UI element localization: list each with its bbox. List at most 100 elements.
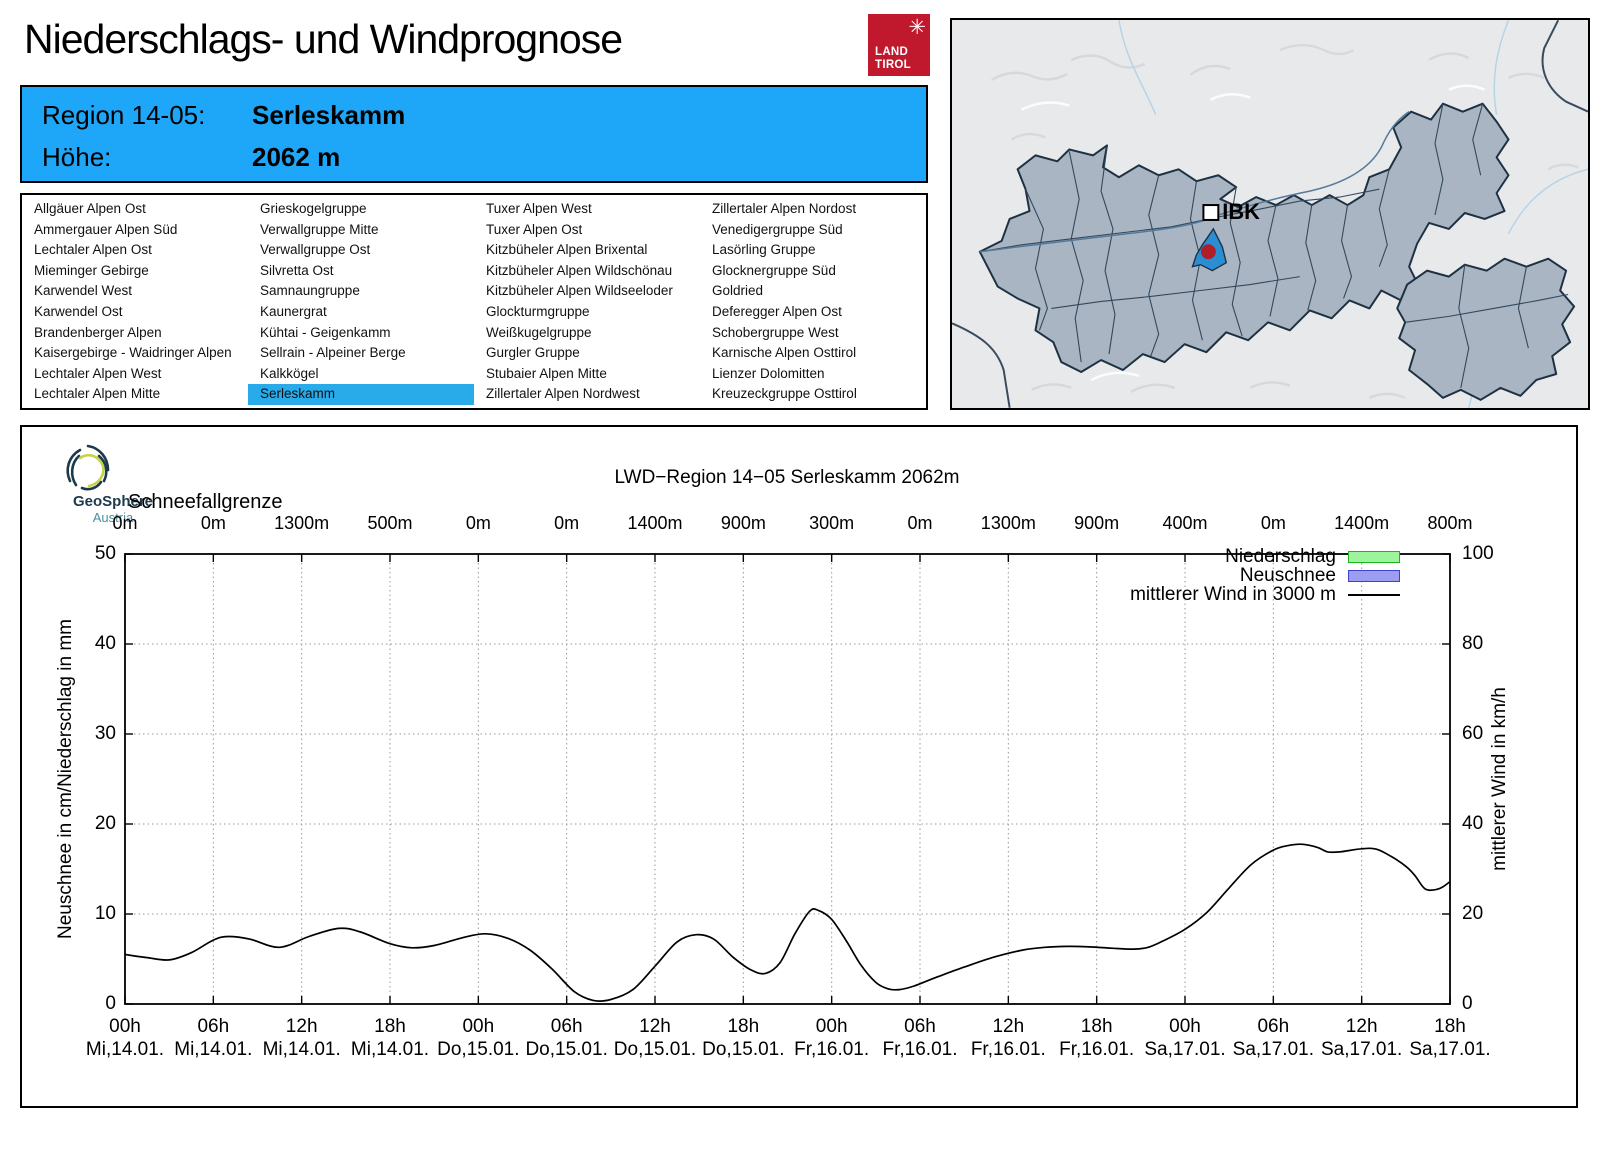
region-list-item[interactable]: Gurgler Gruppe (486, 345, 580, 361)
x-tick-hour: 00h (462, 1016, 495, 1037)
region-list-item[interactable]: Lechtaler Alpen Mitte (34, 386, 161, 402)
x-tick-date: Mi,14.01. (85, 1039, 165, 1060)
altitude-label: Höhe: (42, 142, 112, 172)
y-tick-left: 20 (94, 813, 116, 834)
region-header-box: Region 14-05: Serleskamm Höhe: 2062 m (20, 85, 928, 183)
geosphere-country: Austria (92, 510, 134, 525)
region-list-item[interactable]: Kaisergebirge - Waidringer Alpen (34, 345, 232, 361)
x-tick-hour: 06h (550, 1016, 583, 1037)
region-list-item[interactable]: Tuxer Alpen Ost (486, 221, 583, 237)
region-list-item[interactable]: Kitzbüheler Alpen Wildschönau (486, 262, 673, 278)
region-list-item[interactable]: Lechtaler Alpen Ost (34, 242, 152, 258)
region-list-item[interactable]: Kalkkögel (260, 365, 319, 381)
region-list-item[interactable]: Glockturmgruppe (486, 303, 590, 319)
region-list-item[interactable]: Zillertaler Alpen Nordost (712, 201, 857, 216)
land-tirol-logo-text: LAND TIROL (875, 46, 911, 71)
tirol-eagle-icon: ✳ (908, 15, 926, 39)
snowline-value: 1300m (980, 513, 1036, 533)
region-list-item[interactable]: Deferegger Alpen Ost (712, 303, 842, 319)
region-list-item[interactable]: Ammergauer Alpen Süd (34, 221, 178, 237)
region-list-item[interactable]: Karwendel West (34, 283, 133, 299)
region-list-item[interactable]: Mieminger Gebirge (34, 262, 149, 278)
region-list-item[interactable]: Grieskogelgruppe (260, 201, 367, 216)
region-list-column: Zillertaler Alpen Nordost Venedigergruppe… (700, 199, 926, 405)
snowline-value: 1300m (274, 513, 330, 533)
region-list-item[interactable]: Zillertaler Alpen Nordwest (486, 386, 640, 402)
region-list-item[interactable]: Lasörling Gruppe (712, 242, 816, 258)
tirol-map[interactable]: IBK (950, 18, 1590, 410)
region-list-item[interactable]: Kitzbüheler Alpen Wildseeloder (486, 283, 673, 299)
region-list-item[interactable]: Lechtaler Alpen West (34, 365, 162, 381)
region-list-item[interactable]: Stubaier Alpen Mitte (486, 365, 607, 381)
tirol-map-svg: IBK (952, 20, 1588, 408)
y-tick-right: 40 (1462, 813, 1484, 834)
x-tick-date: Sa,17.01. (1232, 1039, 1314, 1060)
snowline-value: 0m (1260, 513, 1286, 533)
region-list-item[interactable]: Kitzbüheler Alpen Brixental (486, 242, 648, 258)
region-list-item[interactable]: Verwallgruppe Ost (260, 242, 371, 258)
region-list-item[interactable]: Venedigergruppe Süd (712, 221, 843, 237)
ibk-marker (1202, 204, 1220, 221)
x-tick-date: Fr,16.01. (794, 1039, 870, 1060)
x-tick-hour: 18h (1080, 1016, 1113, 1037)
x-tick-hour: 12h (1345, 1016, 1378, 1037)
legend-line-wind (1348, 593, 1400, 596)
region-list-item[interactable]: Silvretta Ost (260, 262, 334, 278)
forecast-chart-panel: GeoSphere Austria LWD−Region 14−05 Serle… (20, 425, 1578, 1108)
region-list-item[interactable]: Karwendel Ost (34, 303, 123, 319)
x-tick-date: Do,15.01. (525, 1039, 608, 1060)
snowline-value: 0m (554, 513, 580, 533)
snowline-value: 300m (809, 513, 855, 533)
chart-legend: Niederschlag Neuschnee mittlerer Wind in 3… (1130, 545, 1400, 605)
x-tick-date: Do,15.01. (437, 1039, 520, 1060)
x-tick-date: Do,15.01. (702, 1039, 785, 1060)
region-list-item[interactable]: Weißkugelgruppe (486, 324, 592, 340)
snowline-value: 500m (367, 513, 413, 533)
region-value: Serleskamm (252, 100, 406, 130)
region-list-item[interactable]: Kühtai - Geigenkamm (260, 324, 391, 340)
region-list-item[interactable]: Kreuzeckgruppe Osttirol (712, 386, 857, 402)
y-tick-left: 30 (94, 723, 116, 744)
x-tick-date: Sa,17.01. (1320, 1039, 1403, 1060)
geosphere-icon (66, 444, 110, 491)
snowline-value: 800m (1427, 513, 1473, 533)
geosphere-logo: GeoSphere Austria (58, 441, 168, 525)
y-tick-left: 10 (94, 903, 116, 924)
region-list-item[interactable]: Brandenberger Alpen (34, 324, 162, 340)
x-tick-hour: 06h (904, 1016, 936, 1037)
region-list-item[interactable]: Glocknergruppe Süd (712, 262, 836, 278)
region-list-item[interactable]: Schobergruppe West (712, 324, 839, 340)
x-tick-hour: 18h (1434, 1016, 1466, 1037)
region-list-item[interactable]: Karnische Alpen Osttirol (712, 345, 857, 361)
x-tick-date: Sa,17.01. (1144, 1039, 1226, 1060)
wind-line (124, 843, 1451, 1003)
altitude-value: 2062 m (252, 142, 341, 172)
legend-swatch-niederschlag (1348, 550, 1400, 563)
region-list-item[interactable]: Verwallgruppe Mitte (260, 221, 379, 237)
forecast-plot (124, 553, 1451, 1005)
x-tick-hour: 12h (639, 1016, 671, 1037)
chart-title: LWD−Region 14−05 Serleskamm 2062m (614, 467, 960, 488)
region-list-item[interactable]: Allgäuer Alpen Ost (34, 201, 146, 216)
legend-label: Niederschlag (1225, 545, 1336, 567)
region-list-item[interactable]: Samnaungruppe (260, 283, 360, 299)
region-list-item[interactable]: Goldried (712, 283, 764, 299)
region-list-column: Allgäuer Alpen Ost Ammergauer Alpen Süd Le… (22, 199, 248, 405)
y-tick-left: 50 (94, 543, 116, 564)
state-border-lines (952, 20, 1588, 408)
x-tick-hour: 00h (109, 1016, 141, 1037)
region-list-column: Grieskogelgruppe Verwallgruppe Mitte Verwa… (248, 199, 474, 405)
y-tick-right: 60 (1462, 723, 1484, 744)
altitude-row: Höhe: 2062 m (42, 142, 340, 173)
region-list-item[interactable]: Tuxer Alpen West (486, 201, 592, 216)
legend-entry: mittlerer Wind in 3000 m (1130, 584, 1400, 605)
x-tick-date: Fr,16.01. (970, 1039, 1046, 1060)
x-tick-hour: 12h (285, 1016, 318, 1037)
region-list-item[interactable]: Lienzer Dolomitten (712, 365, 825, 381)
y-tick-right: 100 (1462, 543, 1494, 564)
region-list-item-selected[interactable]: Serleskamm (248, 384, 474, 405)
snowline-value: 400m (1162, 513, 1208, 533)
region-list-item[interactable]: Sellrain - Alpeiner Berge (260, 345, 406, 361)
terrain-highlight (1021, 84, 1486, 382)
region-list-item[interactable]: Kaunergrat (260, 303, 327, 319)
